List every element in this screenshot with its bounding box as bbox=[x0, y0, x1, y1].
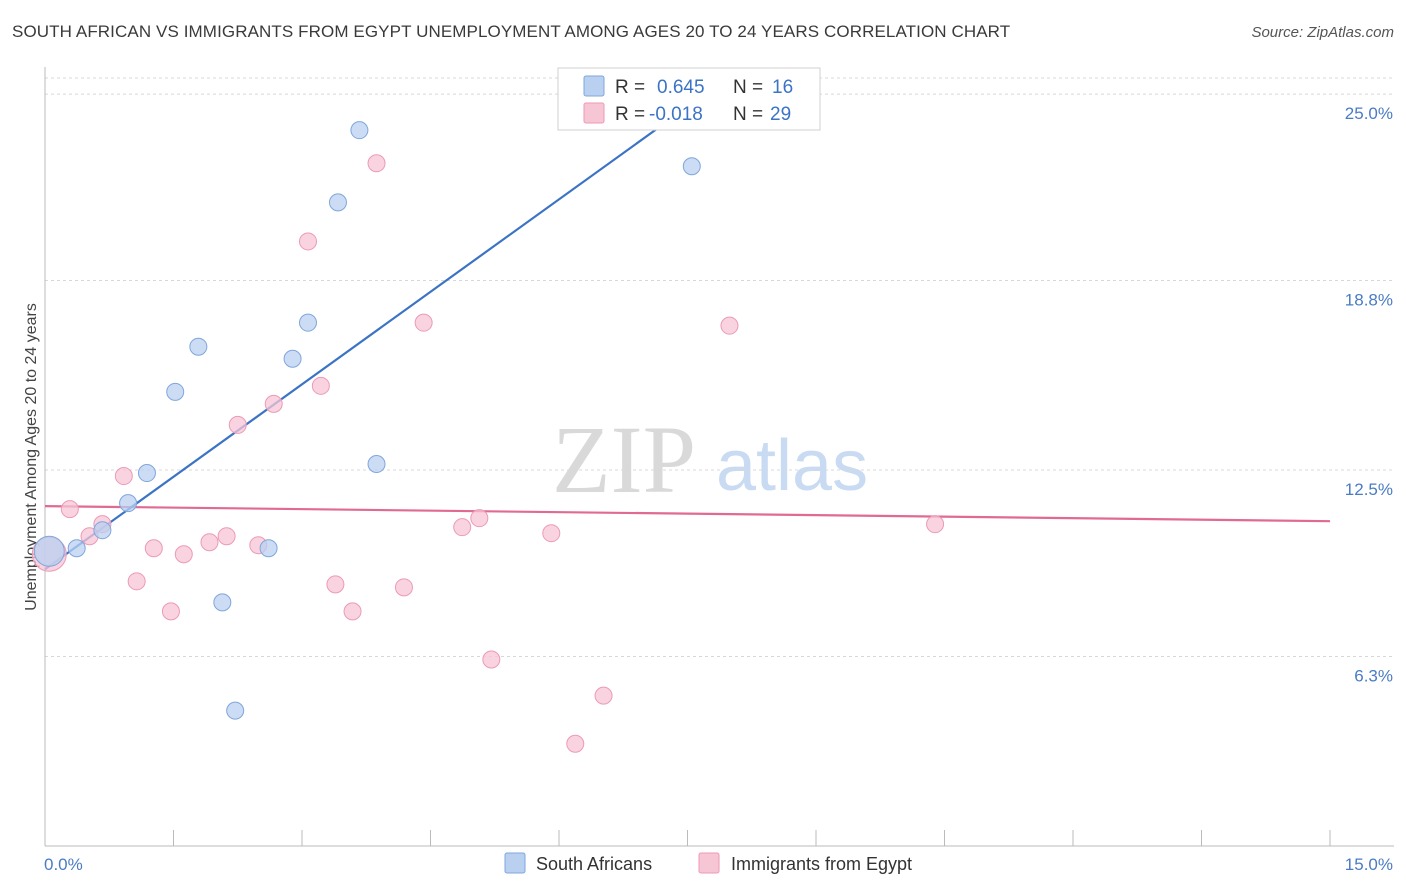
point-egypt bbox=[414, 313, 433, 332]
point-south-africans bbox=[350, 121, 369, 140]
trend-line-egypt bbox=[44, 505, 1331, 523]
y-tick-label: 18.8% bbox=[1345, 291, 1393, 310]
grid-lines bbox=[45, 77, 1394, 658]
point-egypt bbox=[174, 545, 193, 564]
bottom-legend-swatch-blue bbox=[504, 852, 526, 874]
trend-lines bbox=[44, 75, 1331, 571]
point-egypt bbox=[298, 232, 317, 251]
point-egypt bbox=[594, 686, 613, 705]
x-tick-label: 15.0% bbox=[1345, 855, 1393, 874]
legend-n-label: N = bbox=[733, 104, 763, 125]
bottom-legend-label: South Africans bbox=[536, 854, 652, 874]
point-egypt bbox=[453, 518, 472, 537]
legend-n-value: 29 bbox=[770, 104, 791, 125]
y-axis-label: Unemployment Among Ages 20 to 24 years bbox=[23, 303, 40, 611]
point-south-africans bbox=[226, 701, 245, 720]
axes bbox=[44, 67, 1394, 847]
legend-swatch-blue bbox=[583, 75, 605, 97]
point-south-africans bbox=[259, 539, 278, 558]
point-south-africans bbox=[367, 455, 386, 474]
bottom-legend-label: Immigrants from Egypt bbox=[731, 854, 912, 874]
point-egypt bbox=[367, 154, 386, 173]
point-egypt bbox=[114, 467, 133, 486]
point-egypt bbox=[217, 527, 236, 546]
point-egypt bbox=[566, 734, 585, 753]
legend-r-label: R = bbox=[615, 77, 645, 98]
watermark-zip: ZIP bbox=[552, 406, 696, 513]
point-south-africans bbox=[298, 313, 317, 332]
legend-swatch-pink bbox=[583, 102, 605, 124]
point-south-africans bbox=[189, 337, 208, 356]
y-tick-labels: 6.3% 12.5% 18.8% 25.0% bbox=[1345, 104, 1393, 685]
point-egypt bbox=[394, 578, 413, 597]
point-south-africans bbox=[93, 521, 112, 540]
correlation-legend: R = 0.645 N = 16 R = -0.018 N = 29 bbox=[557, 67, 821, 131]
point-south-africans bbox=[137, 464, 156, 483]
point-egypt bbox=[926, 515, 945, 534]
point-egypt bbox=[161, 602, 180, 621]
point-egypt bbox=[144, 539, 163, 558]
legend-r-label: R = bbox=[615, 104, 645, 125]
point-south-africans bbox=[166, 382, 185, 401]
point-egypt bbox=[127, 572, 146, 591]
point-south-africans bbox=[33, 535, 65, 567]
data-points bbox=[31, 121, 945, 753]
bottom-legend-swatch-pink bbox=[698, 852, 720, 874]
x-tick-labels: 0.0% 15.0% bbox=[44, 855, 1393, 874]
y-tick-label: 25.0% bbox=[1345, 104, 1393, 123]
point-egypt bbox=[720, 316, 739, 335]
point-south-africans bbox=[67, 539, 86, 558]
point-egypt bbox=[200, 533, 219, 552]
y-tick-label: 12.5% bbox=[1345, 480, 1393, 499]
point-egypt bbox=[470, 509, 489, 528]
legend-r-value: -0.018 bbox=[649, 104, 703, 125]
point-egypt bbox=[228, 415, 247, 434]
point-egypt bbox=[542, 524, 561, 543]
trend-line-south-africans bbox=[44, 75, 731, 571]
point-egypt bbox=[482, 650, 501, 669]
point-south-africans bbox=[328, 193, 347, 212]
point-south-africans bbox=[283, 349, 302, 368]
watermark-atlas: atlas bbox=[716, 426, 868, 506]
point-egypt bbox=[311, 376, 330, 395]
source-label: Source: ZipAtlas.com bbox=[1251, 24, 1394, 41]
point-south-africans bbox=[682, 157, 701, 176]
point-egypt bbox=[60, 500, 79, 519]
legend-r-value: 0.645 bbox=[657, 77, 705, 98]
legend-n-value: 16 bbox=[772, 77, 793, 98]
point-egypt bbox=[326, 575, 345, 594]
point-south-africans bbox=[119, 494, 138, 513]
y-tick-label: 6.3% bbox=[1354, 667, 1393, 686]
chart-title: SOUTH AFRICAN VS IMMIGRANTS FROM EGYPT U… bbox=[12, 22, 1011, 41]
point-egypt bbox=[264, 394, 283, 413]
point-south-africans bbox=[213, 593, 232, 612]
point-egypt bbox=[343, 602, 362, 621]
x-tick-label: 0.0% bbox=[44, 855, 83, 874]
legend-n-label: N = bbox=[733, 77, 763, 98]
series-legend: South Africans Immigrants from Egypt bbox=[504, 852, 912, 874]
